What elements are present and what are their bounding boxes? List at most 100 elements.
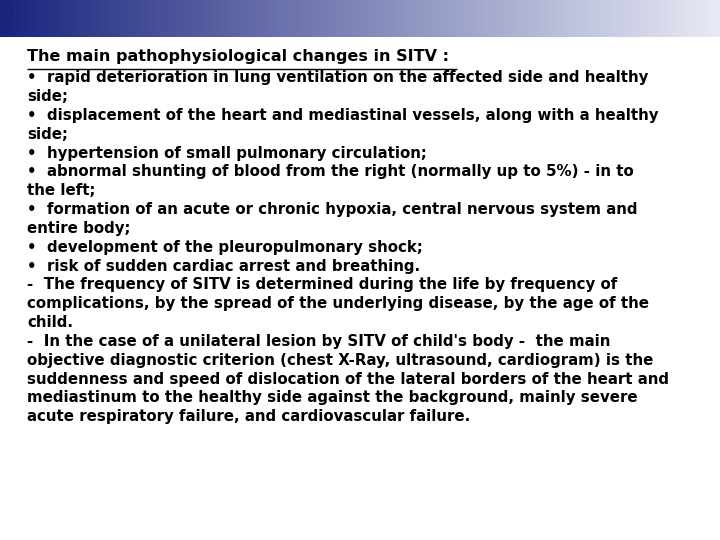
Bar (117, 0, 121, 37)
Bar (240, 0, 243, 37)
Bar (286, 0, 289, 37)
Bar (329, 0, 332, 37)
Bar (0, 0, 3, 37)
Bar (603, 0, 606, 37)
Bar (559, 0, 562, 37)
Bar (122, 0, 125, 37)
Bar (427, 0, 431, 37)
Bar (437, 0, 440, 37)
Bar (682, 0, 685, 37)
Bar (36, 0, 39, 37)
Bar (144, 0, 147, 37)
Bar (535, 0, 539, 37)
Bar (43, 0, 46, 37)
Bar (149, 0, 152, 37)
Bar (374, 0, 377, 37)
Bar (307, 0, 310, 37)
Bar (415, 0, 418, 37)
Bar (401, 0, 404, 37)
Bar (223, 0, 226, 37)
Bar (423, 0, 426, 37)
Bar (691, 0, 694, 37)
Bar (14, 0, 17, 37)
Bar (410, 0, 413, 37)
Bar (547, 0, 550, 37)
Bar (187, 0, 190, 37)
Bar (643, 0, 647, 37)
Bar (377, 0, 380, 37)
Bar (204, 0, 207, 37)
Bar (84, 0, 87, 37)
Bar (336, 0, 339, 37)
Text: •  rapid deterioration in lung ventilation on the affected side and healthy
side: • rapid deterioration in lung ventilatio… (27, 70, 670, 424)
Bar (281, 0, 284, 37)
Bar (261, 0, 265, 37)
Bar (326, 0, 330, 37)
Bar (405, 0, 409, 37)
Bar (0, 19, 9, 37)
Bar (362, 0, 366, 37)
Bar (142, 0, 145, 37)
Bar (540, 0, 543, 37)
Bar (552, 0, 555, 37)
Bar (696, 0, 699, 37)
Bar (425, 0, 428, 37)
Bar (459, 0, 462, 37)
Bar (218, 0, 222, 37)
Bar (509, 0, 512, 37)
Bar (233, 0, 236, 37)
Bar (317, 0, 320, 37)
Bar (12, 0, 15, 37)
Bar (430, 0, 433, 37)
Bar (189, 0, 193, 37)
Bar (686, 0, 690, 37)
Bar (571, 0, 575, 37)
Bar (562, 0, 564, 37)
Bar (655, 0, 658, 37)
Bar (341, 0, 344, 37)
Bar (391, 0, 395, 37)
Bar (367, 0, 370, 37)
Text: The main pathophysiological changes in SITV :: The main pathophysiological changes in S… (27, 49, 449, 64)
Bar (63, 0, 66, 37)
Bar (504, 0, 507, 37)
Bar (228, 0, 231, 37)
Bar (31, 0, 35, 37)
Bar (86, 0, 89, 37)
Bar (456, 0, 459, 37)
Bar (166, 0, 168, 37)
Bar (34, 0, 37, 37)
Bar (182, 0, 186, 37)
Bar (125, 0, 128, 37)
Bar (300, 0, 303, 37)
Bar (243, 0, 246, 37)
Bar (672, 0, 675, 37)
Bar (446, 0, 449, 37)
Bar (295, 0, 298, 37)
Bar (538, 0, 541, 37)
Bar (581, 0, 584, 37)
Bar (89, 0, 92, 37)
Bar (221, 0, 224, 37)
Bar (96, 0, 99, 37)
Bar (331, 0, 334, 37)
Bar (665, 0, 668, 37)
Bar (641, 0, 644, 37)
Bar (648, 0, 651, 37)
Bar (257, 0, 260, 37)
Bar (533, 0, 536, 37)
Bar (653, 0, 656, 37)
Bar (74, 0, 78, 37)
Bar (293, 0, 296, 37)
Bar (578, 0, 582, 37)
Bar (94, 0, 96, 37)
Bar (497, 0, 500, 37)
Bar (351, 0, 354, 37)
Bar (545, 0, 548, 37)
Bar (130, 0, 132, 37)
Bar (343, 0, 346, 37)
Bar (473, 0, 476, 37)
Bar (646, 0, 649, 37)
Bar (441, 0, 445, 37)
Bar (451, 0, 454, 37)
